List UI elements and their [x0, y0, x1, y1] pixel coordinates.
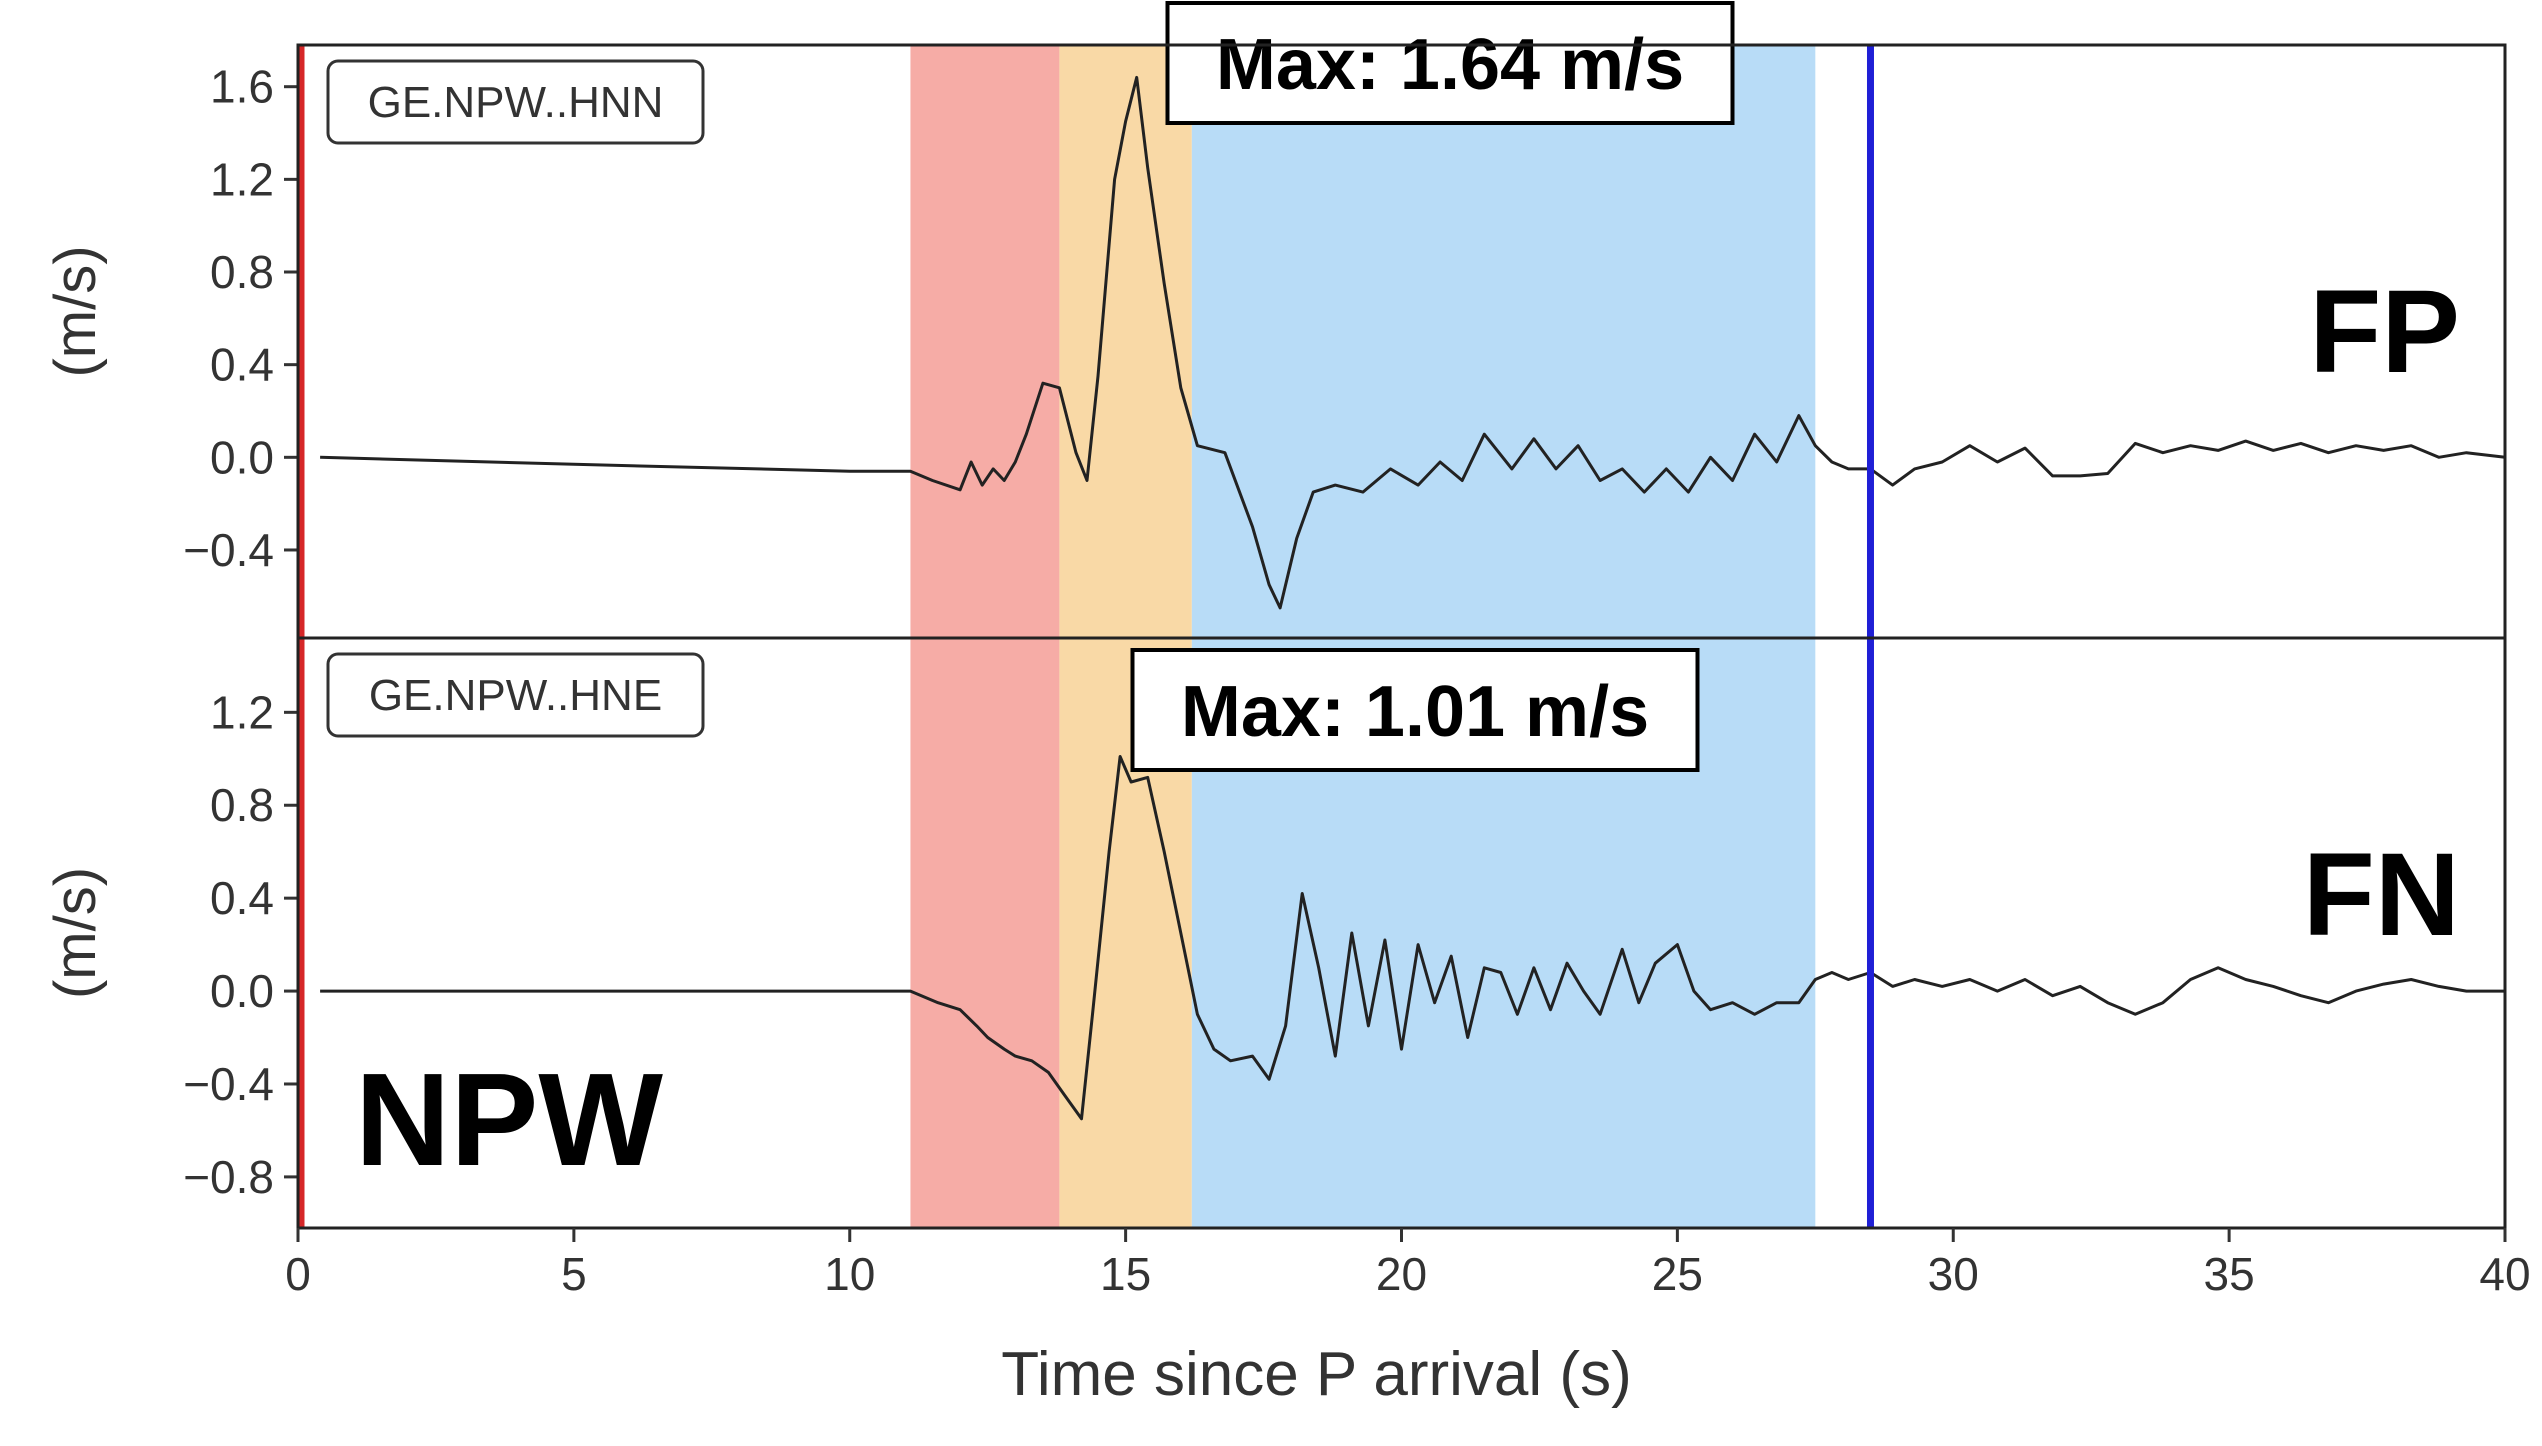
y-tick-label: 1.2 — [210, 153, 274, 205]
station-label-frame — [326, 59, 705, 145]
x-tick-label: 15 — [1100, 1248, 1151, 1300]
y-tick-label: 0.4 — [210, 339, 274, 391]
x-tick-label: 5 — [561, 1248, 587, 1300]
y-tick-label: −0.4 — [183, 524, 274, 576]
y-tick-label: 1.2 — [210, 686, 274, 738]
x-tick-label: 0 — [285, 1248, 311, 1300]
y-axis-label: (m/s) — [43, 245, 108, 377]
x-tick-label: 20 — [1376, 1248, 1427, 1300]
y-tick-label: 1.6 — [210, 61, 274, 113]
y-tick-label: 0.4 — [210, 872, 274, 924]
y-tick-label: 0.8 — [210, 779, 274, 831]
station-label-box: GE.NPW..HNE — [326, 652, 705, 738]
x-tick-label: 25 — [1652, 1248, 1703, 1300]
max-annotation: Max: 1.64 m/s — [1216, 25, 1684, 105]
station-label: GE.NPW..HNE — [369, 671, 662, 720]
station-label-box: GE.NPW..HNN — [326, 59, 705, 145]
max-annotation-frame — [1130, 648, 1700, 772]
x-tick-label: 10 — [824, 1248, 875, 1300]
x-tick-label: 40 — [2479, 1248, 2530, 1300]
y-tick-label: 0.8 — [210, 246, 274, 298]
x-tick-label: 35 — [2204, 1248, 2255, 1300]
waveform-trace-fp — [320, 75, 2506, 610]
max-annotation-box: Max: 1.64 m/s — [1165, 1, 1735, 125]
component-label-fn: FN — [2303, 829, 2460, 961]
max-annotation-box: Max: 1.01 m/s — [1130, 648, 1700, 772]
component-label-fp: FP — [2309, 266, 2460, 398]
x-axis-label: Time since P arrival (s) — [1001, 1340, 1631, 1409]
site-label: NPW — [355, 1046, 663, 1193]
station-label: GE.NPW..HNN — [368, 78, 664, 127]
station-label-frame — [326, 652, 705, 738]
y-tick-label: 0.0 — [210, 431, 274, 483]
max-annotation-frame — [1165, 1, 1735, 125]
y-axis-label: (m/s) — [43, 867, 108, 999]
y-tick-label: −0.4 — [183, 1058, 274, 1110]
y-tick-label: −0.8 — [183, 1151, 274, 1203]
y-tick-label: 0.0 — [210, 965, 274, 1017]
max-annotation: Max: 1.01 m/s — [1181, 672, 1649, 752]
x-tick-label: 30 — [1928, 1248, 1979, 1300]
waveform-trace-fn — [320, 755, 2505, 1121]
